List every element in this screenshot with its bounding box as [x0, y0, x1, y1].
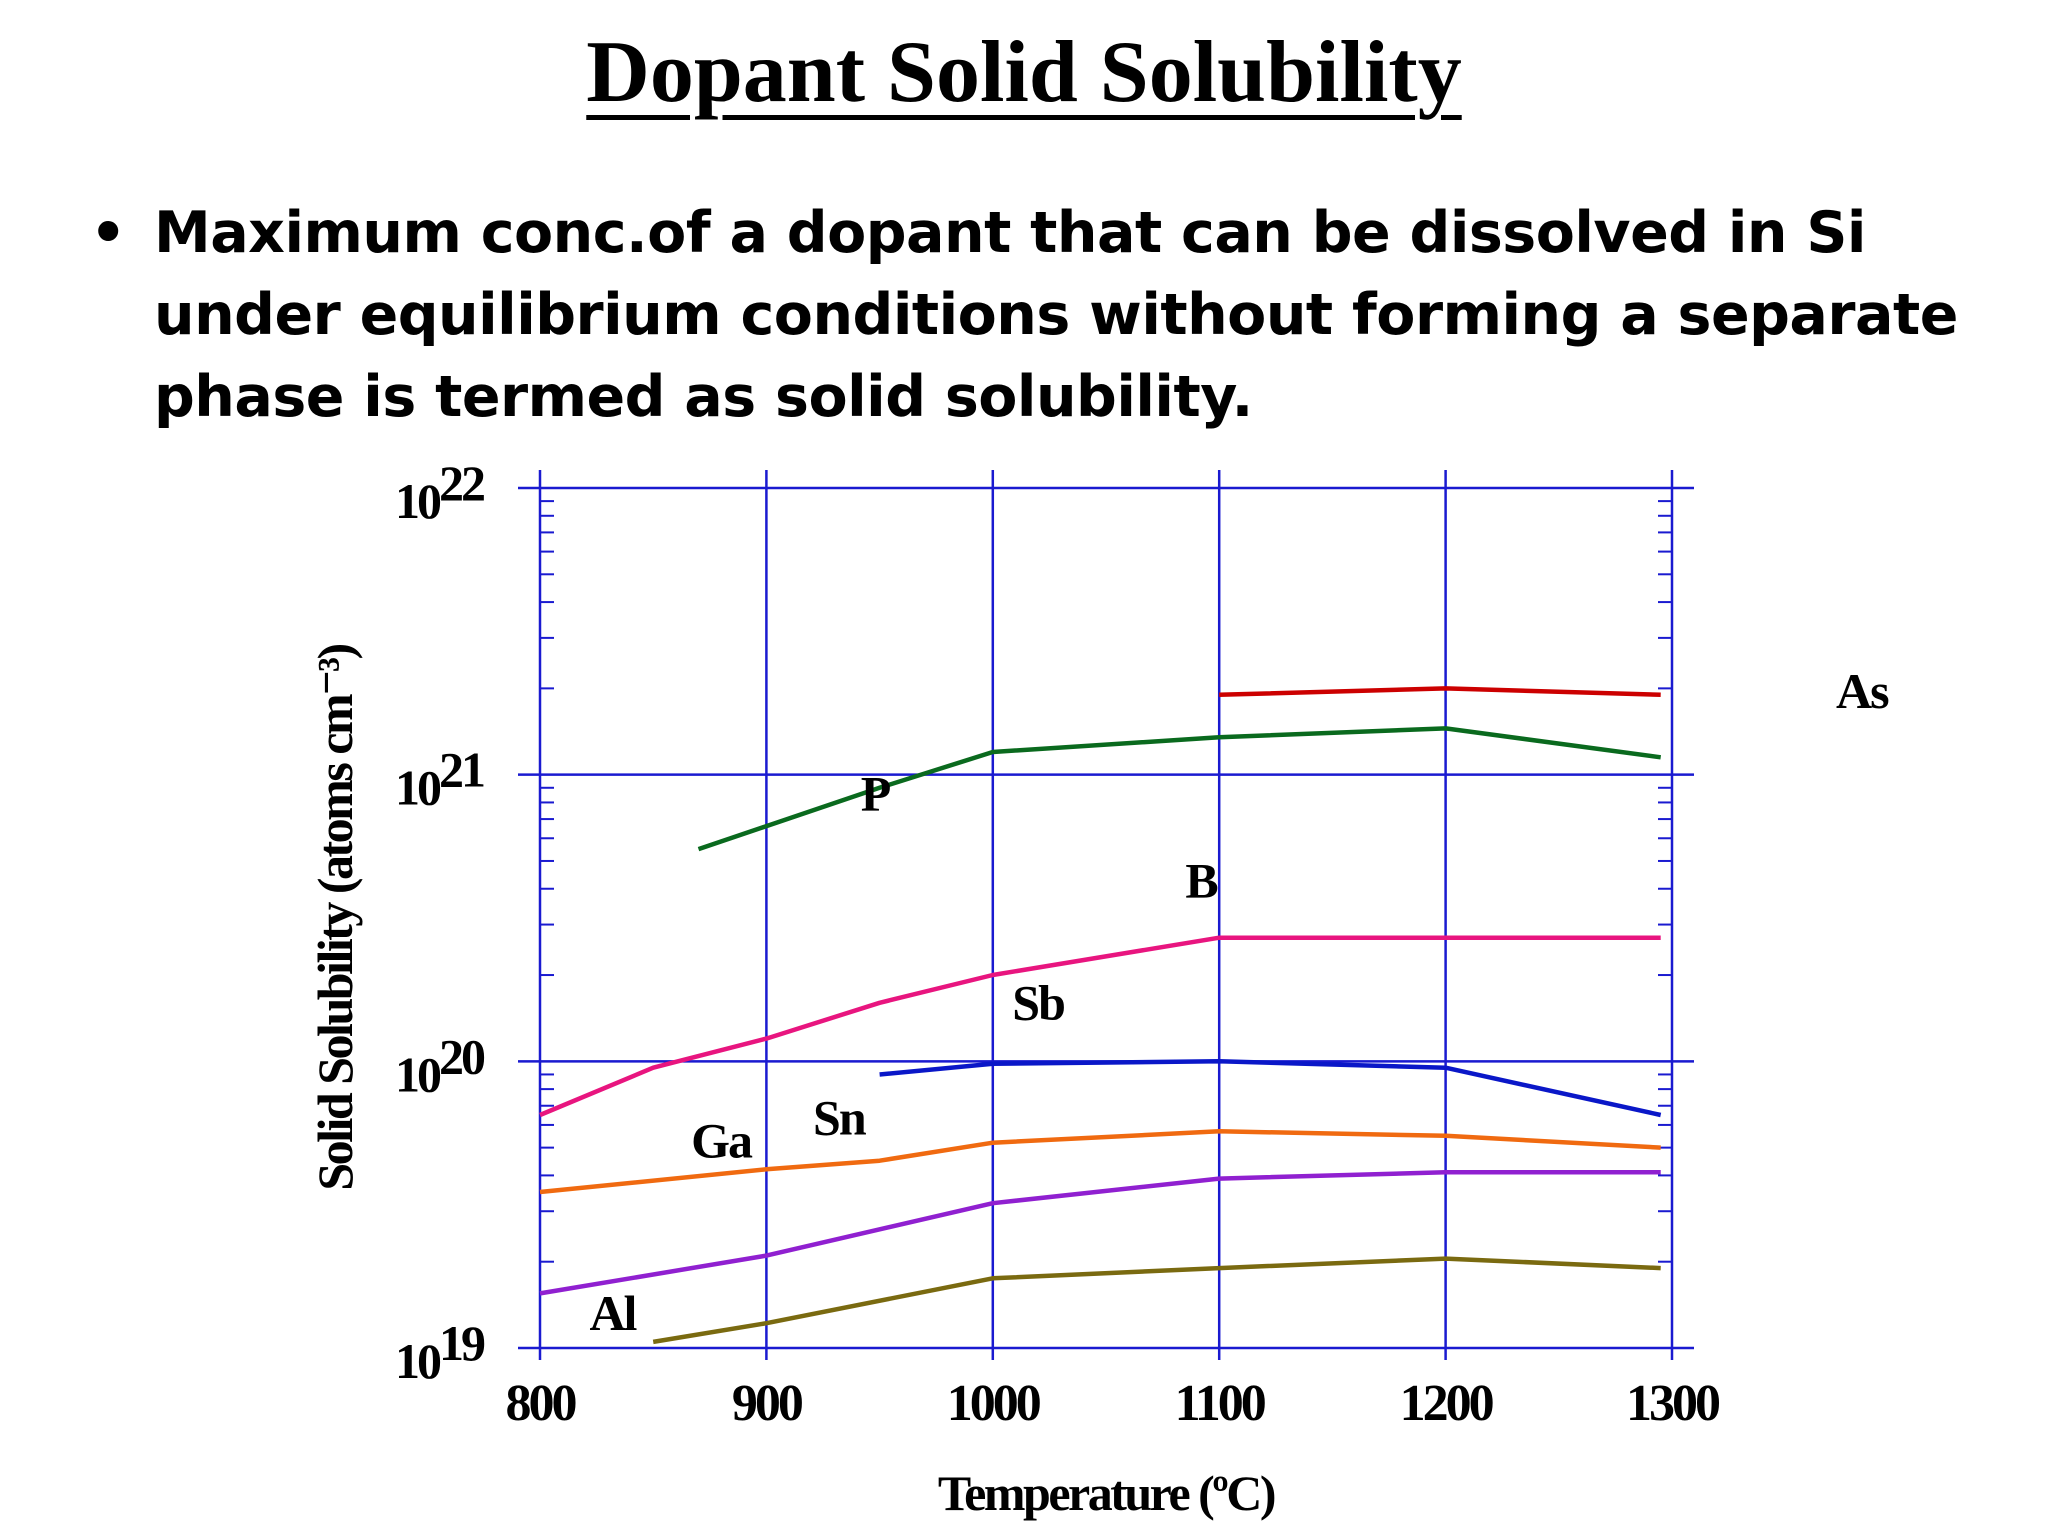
y-tick-label: 1020 [395, 1028, 485, 1102]
series-label-sn: Sn [813, 1090, 867, 1146]
series-label-b: B [1185, 853, 1217, 909]
y-tick-base: 10 [395, 760, 441, 816]
series-labels: As P B Sb Sn Ga Al [589, 663, 1891, 1341]
bullet-dot-icon: • [90, 200, 127, 266]
series-line-b [539, 935, 1661, 1118]
grid-lines [518, 470, 1694, 1360]
x-tick-label: 1300 [1626, 1375, 1720, 1432]
x-tick-label: 900 [732, 1375, 803, 1432]
series-line-ga [539, 1170, 1661, 1296]
x-tick-label: 800 [506, 1375, 577, 1432]
series-label-ga: Ga [691, 1112, 753, 1168]
y-tick-exponent: 19 [439, 1315, 485, 1371]
slide-title: Dopant Solid Solubility [586, 24, 1462, 121]
series-lines [539, 686, 1662, 1345]
y-tick-label: 1022 [395, 455, 484, 529]
y-tick-base: 10 [395, 1333, 441, 1389]
series-line-p [697, 726, 1661, 852]
series-line-sn [539, 1129, 1661, 1195]
series-label-sb: Sb [1012, 974, 1064, 1030]
y-tick-base: 10 [395, 1046, 441, 1102]
x-axis-title: Temperature (ºC) [938, 1465, 1275, 1521]
y-tick-exponent: 21 [439, 742, 484, 798]
y-axis-title: Solid Solubility (atoms cm⁻³) [307, 644, 363, 1190]
series-label-p: P [861, 766, 891, 822]
series-line-as [1219, 686, 1661, 698]
y-tick-exponent: 20 [439, 1028, 485, 1084]
y-tick-label: 1019 [395, 1315, 485, 1389]
series-line-sb [879, 1059, 1662, 1118]
series-label-as: As [1836, 663, 1889, 719]
bullet-text: Maximum conc.of a dopant that can be dis… [154, 200, 1958, 430]
series-label-al: Al [589, 1285, 637, 1341]
y-tick-label: 1021 [395, 742, 484, 816]
x-tick-label: 1100 [1175, 1375, 1266, 1432]
series-line-al [652, 1256, 1661, 1345]
y-tick-base: 10 [395, 473, 441, 529]
x-tick-label: 1200 [1400, 1375, 1494, 1432]
axis-titles: Temperature (ºC) Solid Solubility (atoms … [307, 644, 1277, 1521]
y-tick-exponent: 22 [439, 455, 484, 511]
x-tick-label: 1000 [947, 1375, 1041, 1432]
